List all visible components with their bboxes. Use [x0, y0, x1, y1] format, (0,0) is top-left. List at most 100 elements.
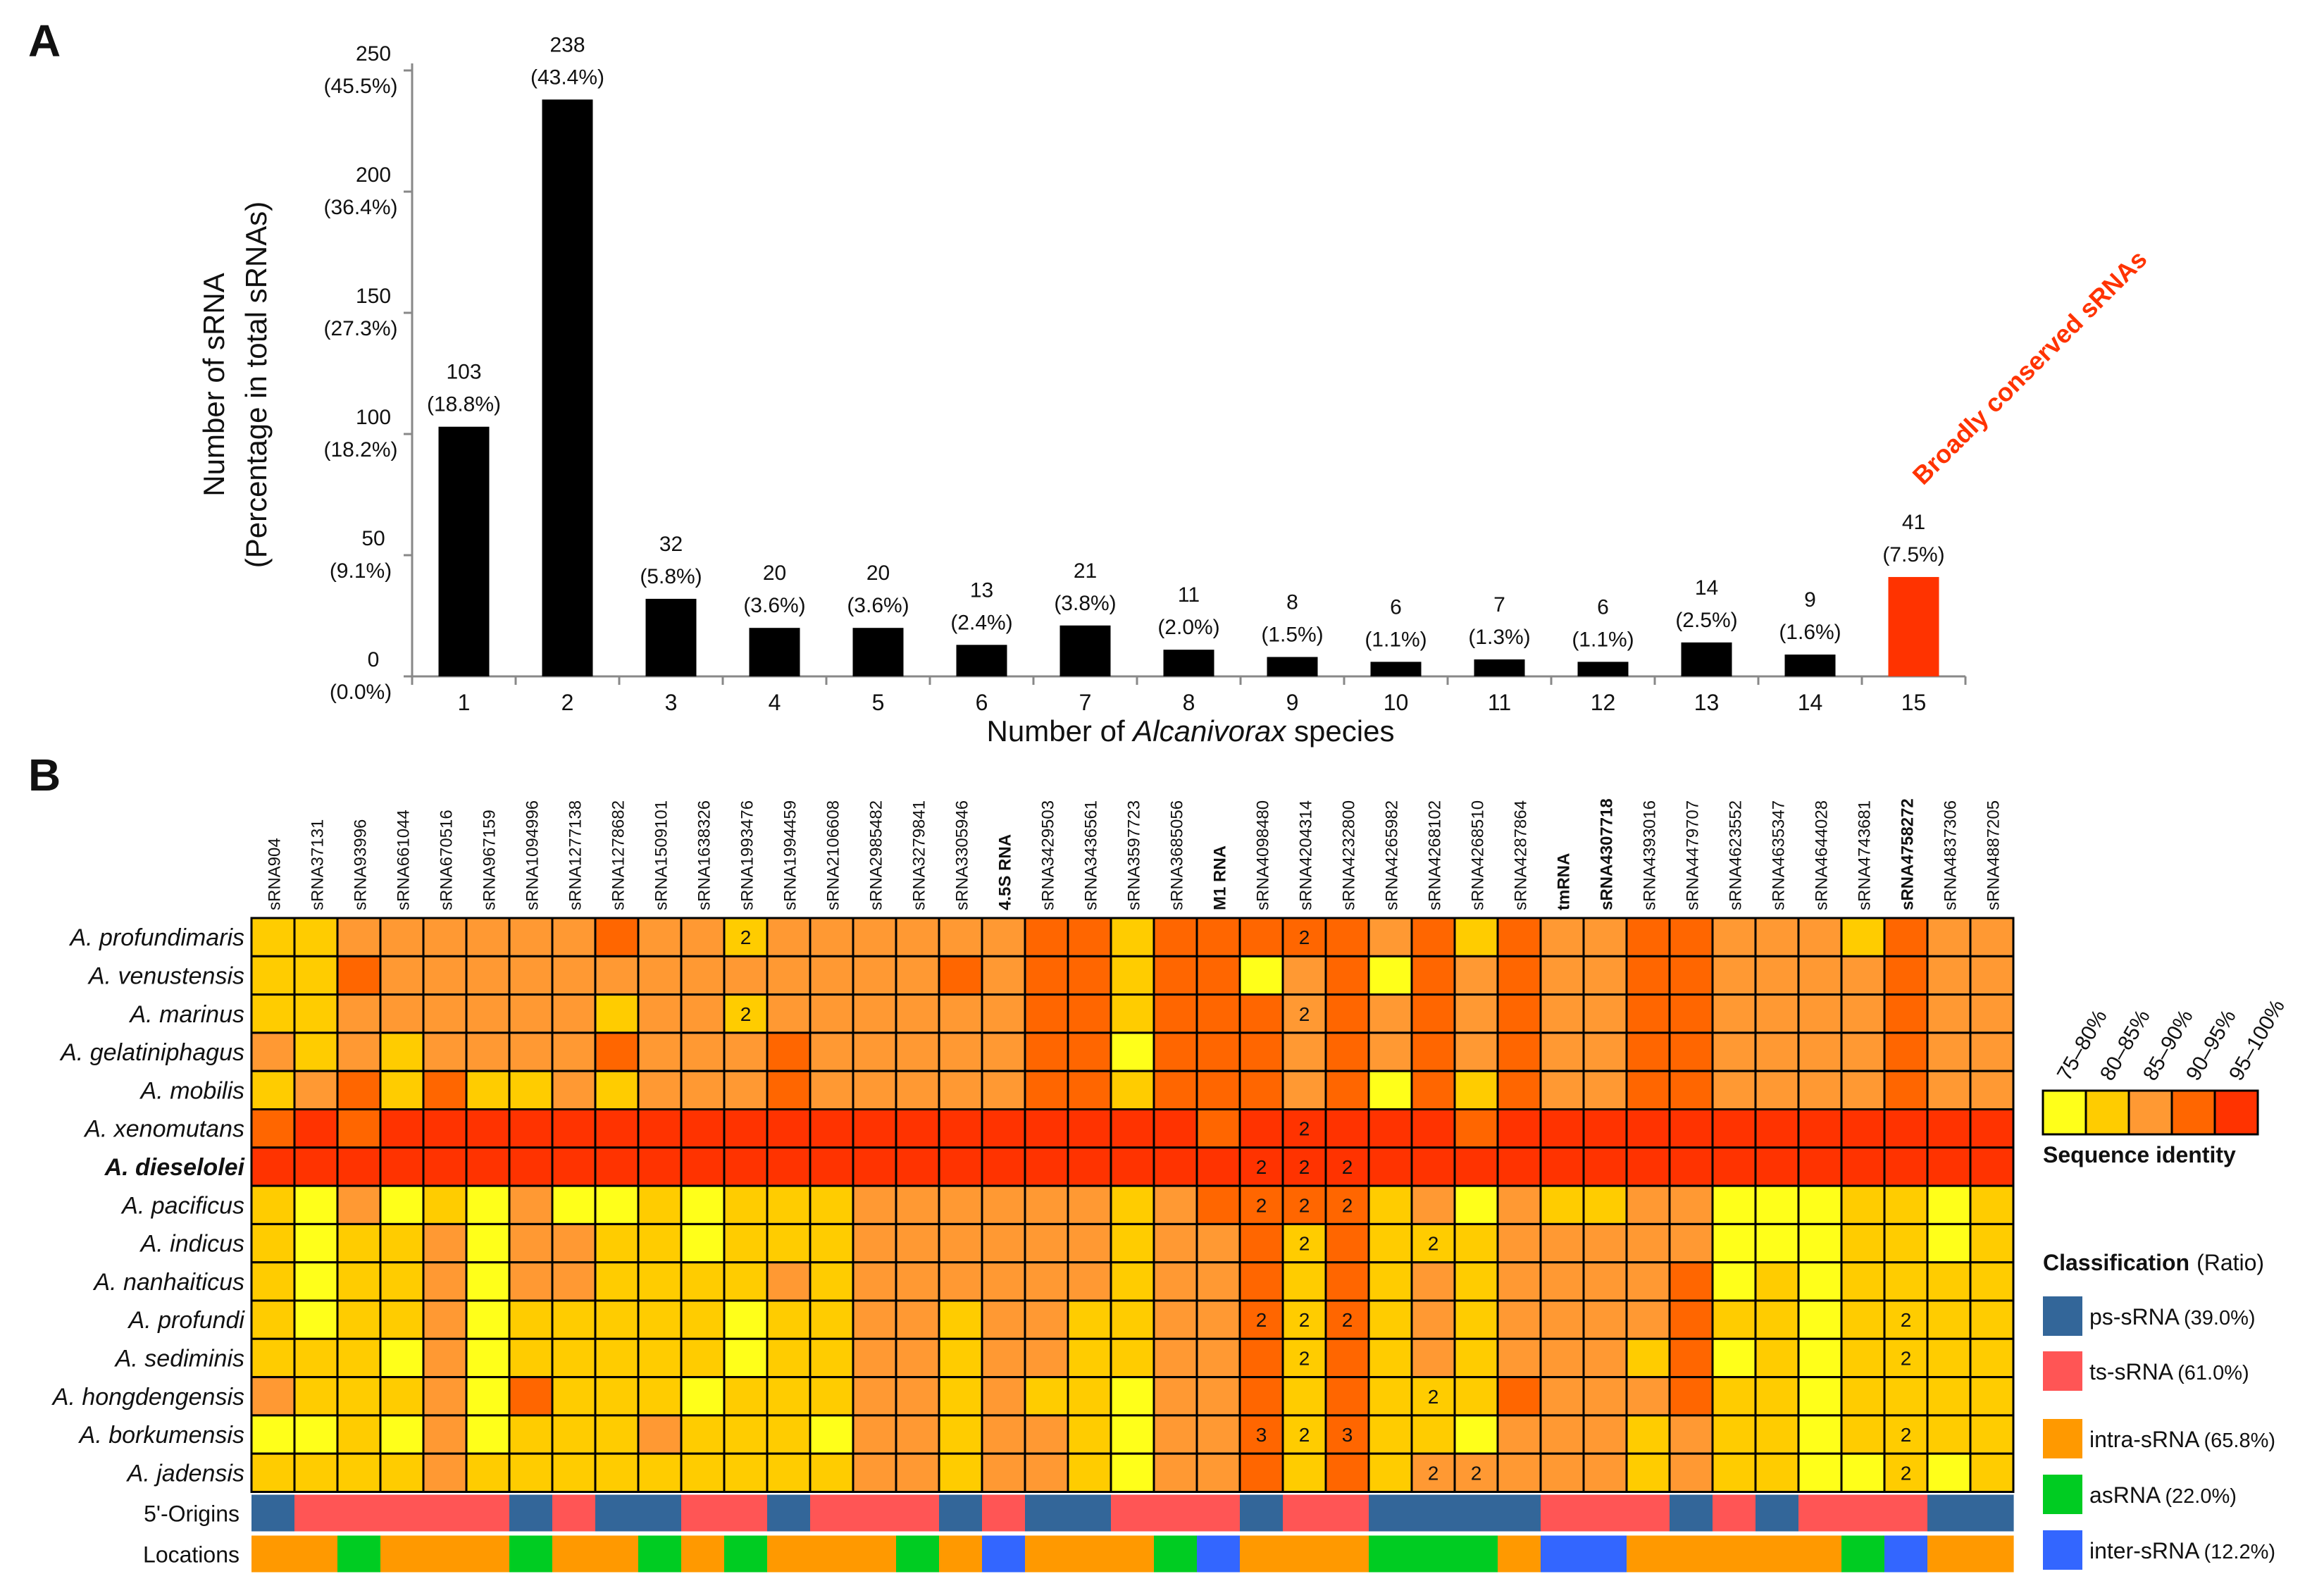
column-label: sRNA904 — [266, 838, 285, 910]
heatmap-cell — [895, 955, 940, 996]
heatmap-cell — [1754, 1376, 1800, 1417]
heatmap-cell — [1625, 917, 1671, 957]
heatmap-cell — [1496, 1031, 1542, 1072]
heatmap-cell — [508, 917, 554, 957]
row-label: A. profundimaris — [68, 924, 244, 951]
heatmap-cell — [809, 1070, 855, 1110]
heatmap-cell — [1367, 1337, 1413, 1379]
heatmap-cell — [1797, 1031, 1843, 1072]
heatmap-cell — [852, 1070, 897, 1110]
heatmap-cell — [1883, 1031, 1929, 1072]
heatmap-cell — [551, 1376, 597, 1417]
heatmap-cell — [852, 1184, 897, 1225]
origin-cell — [1240, 1494, 1284, 1532]
heatmap-cell — [1453, 955, 1499, 996]
heatmap-cell — [1067, 993, 1112, 1034]
heatmap-cell — [250, 1184, 296, 1225]
origin-cell — [681, 1494, 725, 1532]
bar-percent-label: (3.6%) — [743, 594, 805, 617]
heatmap-cell — [1453, 1146, 1499, 1187]
x-axis-title: Number of Alcanivorax species — [987, 714, 1395, 748]
origin-cell — [638, 1494, 682, 1532]
heatmap-cell — [895, 1184, 940, 1225]
heatmap-cell — [981, 1299, 1026, 1340]
heatmap-cell — [1582, 1222, 1628, 1264]
heatmap-cell — [809, 993, 855, 1034]
heatmap-cell — [938, 1299, 983, 1340]
heatmap-cell — [1195, 1414, 1241, 1455]
bar — [1060, 625, 1111, 676]
heatmap-cell — [852, 1299, 897, 1340]
heatmap-cell — [1281, 1108, 1327, 1149]
heatmap-cell — [551, 1414, 597, 1455]
heatmap-cell — [1324, 1184, 1370, 1225]
heatmap-cell — [1883, 1414, 1929, 1455]
heatmap-cell — [637, 1376, 683, 1417]
heatmap-cell — [551, 1146, 597, 1187]
heatmap-cell — [465, 1146, 511, 1187]
heatmap-cell — [422, 1108, 468, 1149]
heatmap-cell — [938, 1184, 983, 1225]
heatmap-cell — [250, 1376, 296, 1417]
heatmap-cell — [551, 1337, 597, 1379]
heatmap-cell — [1797, 1108, 1843, 1149]
y-tick-percent: (45.5%) — [323, 75, 397, 98]
heatmap-cell — [422, 1146, 468, 1187]
origin-cell — [1713, 1494, 1756, 1532]
heatmap-cell — [1067, 1337, 1112, 1379]
heatmap-cell — [723, 1070, 769, 1110]
heatmap-cell — [1797, 1222, 1843, 1264]
heatmap-cell — [1281, 1376, 1327, 1417]
heatmap-cell — [508, 1414, 554, 1455]
column-label: sRNA4393016 — [1641, 800, 1660, 910]
row-labels: A. profundimaris A. venustensis A. marinus… — [51, 924, 246, 1487]
heatmap-cell — [852, 1146, 897, 1187]
heatmap-cell — [508, 955, 554, 996]
heatmap-cell — [1969, 1146, 2015, 1187]
heatmap-cell — [594, 1261, 640, 1302]
heatmap-cell — [1496, 1108, 1542, 1149]
heatmap-cell — [465, 1452, 511, 1493]
classification-item-label: intra-sRNA — [2089, 1427, 2200, 1452]
heatmap-cell — [465, 1184, 511, 1225]
heatmap-cell — [895, 1452, 940, 1493]
heatmap-cell — [723, 1376, 769, 1417]
heatmap-cell — [1625, 1070, 1671, 1110]
heatmap-cell — [723, 1146, 769, 1187]
heatmap-cell — [1195, 1376, 1241, 1417]
heatmap-cell — [938, 1452, 983, 1493]
heatmap-cell — [809, 917, 855, 957]
heatmap-cell — [1410, 1261, 1456, 1302]
heatmap-cell — [1926, 993, 1972, 1034]
heatmap-cell — [293, 955, 339, 996]
heatmap-cell — [680, 1031, 726, 1072]
heatmap-cell — [1926, 955, 1972, 996]
bar — [1163, 650, 1214, 676]
heatmap-cell — [1152, 1070, 1198, 1110]
heatmap-cell — [1110, 1376, 1155, 1417]
bar-percent-label: (1.6%) — [1779, 621, 1841, 644]
heatmap-cell — [422, 993, 468, 1034]
heatmap-cell — [1711, 1299, 1757, 1340]
locations-strip-label: Locations — [143, 1542, 240, 1568]
heatmap-cell — [1539, 1184, 1585, 1225]
heatmap-cell — [1969, 1299, 2015, 1340]
location-cell — [1798, 1535, 1842, 1573]
heatmap-cell — [250, 955, 296, 996]
heatmap-cell — [1625, 1031, 1671, 1072]
bar-percent-label: (2.0%) — [1157, 616, 1219, 639]
x-tick-label: 15 — [1901, 690, 1927, 715]
heatmap-cell — [637, 1452, 683, 1493]
heatmap-cell — [379, 1337, 425, 1379]
heatmap-cell — [1024, 1031, 1069, 1072]
heatmap-cell — [1152, 917, 1198, 957]
heatmap-cell — [1110, 1070, 1155, 1110]
heatmap-cell — [551, 1031, 597, 1072]
bar-value-label: 8 — [1286, 590, 1298, 614]
x-tick-label: 1 — [458, 690, 471, 715]
origin-cell — [251, 1494, 295, 1532]
bar-percent-label: (18.8%) — [427, 393, 501, 416]
location-cell — [509, 1535, 553, 1573]
heatmap-cell — [594, 1070, 640, 1110]
heatmap-cell — [1410, 993, 1456, 1034]
